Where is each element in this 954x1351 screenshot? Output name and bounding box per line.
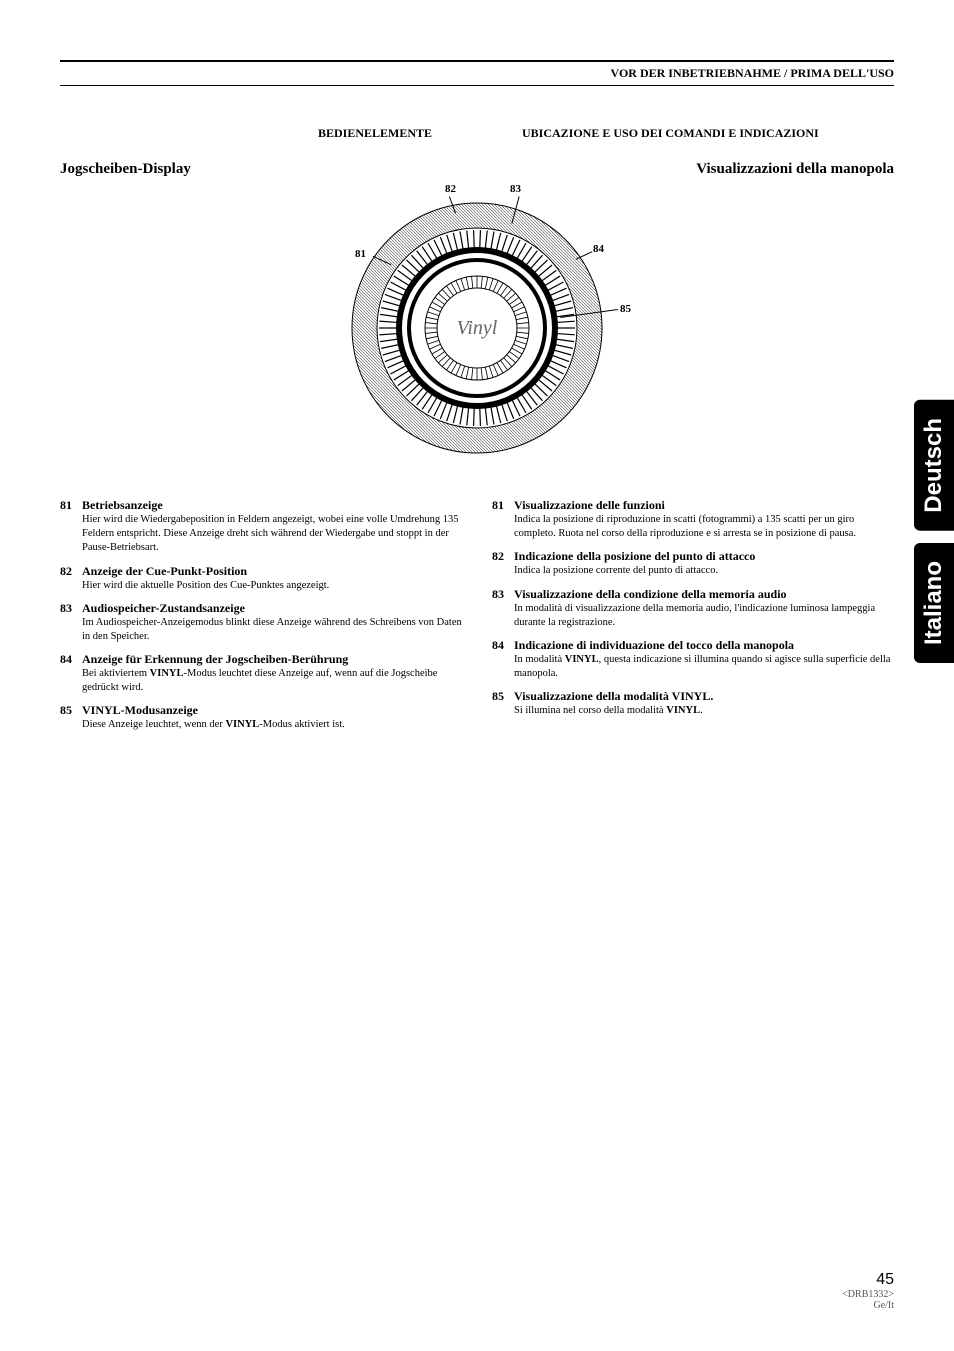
item-number: 84: [492, 638, 514, 653]
callout-85: 85: [620, 303, 631, 315]
item-title: Anzeige der Cue-Punkt-Position: [82, 564, 462, 579]
item-number: 82: [60, 564, 82, 579]
section-title-right: Visualizzazioni della manopola: [696, 161, 894, 178]
item-heading: 81Visualizzazione delle funzioni: [492, 498, 894, 513]
item-body: Im Audiospeicher-Anzeigemodus blinkt die…: [82, 616, 462, 644]
list-item: 83Visualizzazione della condizione della…: [492, 587, 894, 630]
callout-81: 81: [355, 248, 366, 260]
item-heading: 83Audiospeicher-Zustandsanzeige: [60, 601, 462, 616]
list-item: 81BetriebsanzeigeHier wird die Wiedergab…: [60, 498, 462, 556]
item-body: Hier wird die aktuelle Position des Cue-…: [82, 579, 462, 593]
item-heading: 85VINYL-Modusanzeige: [60, 703, 462, 718]
item-body: In modalità di visualizzazione della mem…: [514, 602, 894, 630]
item-title: Visualizzazione della modalità VINYL.: [514, 689, 894, 704]
item-title: Anzeige für Erkennung der Jogscheiben-Be…: [82, 652, 462, 667]
column-german: 81BetriebsanzeigeHier wird die Wiedergab…: [60, 498, 462, 741]
item-body: Bei aktiviertem VINYL-Modus leuchtet die…: [82, 667, 462, 695]
item-number: 82: [492, 549, 514, 564]
callout-82: 82: [445, 183, 456, 195]
list-item: 84Indicazione di individuazione del tocc…: [492, 638, 894, 681]
footer-code: <DRB1332>: [842, 1289, 894, 1300]
column-italian: 81Visualizzazione delle funzioniIndica l…: [492, 498, 894, 741]
item-heading: 82Indicazione della posizione del punto …: [492, 549, 894, 564]
footer-langs: Ge/It: [842, 1300, 894, 1311]
chapter-header-text: VOR DER INBETRIEBNAHME / PRIMA DELL'USO: [611, 66, 894, 80]
item-title: Indicazione della posizione del punto di…: [514, 549, 894, 564]
list-item: 83Audiospeicher-ZustandsanzeigeIm Audios…: [60, 601, 462, 644]
title-row: Jogscheiben-Display Visualizzazioni dell…: [60, 161, 894, 178]
subheader-left: BEDIENELEMENTE: [60, 126, 492, 141]
tab-italiano: Italiano: [914, 543, 954, 663]
item-number: 83: [492, 587, 514, 602]
page-number: 45: [842, 1271, 894, 1289]
item-title: Indicazione di individuazione del tocco …: [514, 638, 894, 653]
item-title: Audiospeicher-Zustandsanzeige: [82, 601, 462, 616]
item-body: Hier wird die Wiedergabeposition in Feld…: [82, 513, 462, 556]
item-body: Si illumina nel corso della modalità VIN…: [514, 704, 894, 718]
item-heading: 84Indicazione di individuazione del tocc…: [492, 638, 894, 653]
subheader-right: UBICAZIONE E USO DEI COMANDI E INDICAZIO…: [492, 126, 894, 141]
subheader-row: BEDIENELEMENTE UBICAZIONE E USO DEI COMA…: [60, 126, 894, 141]
item-number: 83: [60, 601, 82, 616]
list-item: 84Anzeige für Erkennung der Jogscheiben-…: [60, 652, 462, 695]
jog-dial-svg: Vinyl: [347, 198, 607, 458]
list-item: 81Visualizzazione delle funzioniIndica l…: [492, 498, 894, 541]
item-heading: 81Betriebsanzeige: [60, 498, 462, 513]
item-number: 81: [492, 498, 514, 513]
callout-83: 83: [510, 183, 521, 195]
list-item: 82Indicazione della posizione del punto …: [492, 549, 894, 578]
section-title-left: Jogscheiben-Display: [60, 161, 191, 178]
item-number: 84: [60, 652, 82, 667]
content-columns: 81BetriebsanzeigeHier wird die Wiedergab…: [60, 498, 894, 741]
item-number: 85: [60, 703, 82, 718]
callout-84: 84: [593, 243, 604, 255]
list-item: 85VINYL-ModusanzeigeDiese Anzeige leucht…: [60, 703, 462, 732]
item-body: Diese Anzeige leuchtet, wenn der VINYL-M…: [82, 718, 462, 732]
item-number: 85: [492, 689, 514, 704]
item-number: 81: [60, 498, 82, 513]
item-body: Indica la posizione corrente del punto d…: [514, 564, 894, 578]
item-heading: 83Visualizzazione della condizione della…: [492, 587, 894, 602]
vinyl-label: Vinyl: [457, 317, 498, 339]
item-body: In modalità VINYL, questa indicazione si…: [514, 653, 894, 681]
item-heading: 84Anzeige für Erkennung der Jogscheiben-…: [60, 652, 462, 667]
item-body: Indica la posizione di riproduzione in s…: [514, 513, 894, 541]
page-footer: 45 <DRB1332> Ge/It: [842, 1271, 894, 1311]
item-heading: 82Anzeige der Cue-Punkt-Position: [60, 564, 462, 579]
item-heading: 85Visualizzazione della modalità VINYL.: [492, 689, 894, 704]
item-title: Visualizzazione della condizione della m…: [514, 587, 894, 602]
list-item: 82Anzeige der Cue-Punkt-PositionHier wir…: [60, 564, 462, 593]
language-tabs: Deutsch Italiano: [914, 400, 954, 663]
item-title: VINYL-Modusanzeige: [82, 703, 462, 718]
chapter-header: VOR DER INBETRIEBNAHME / PRIMA DELL'USO: [60, 60, 894, 86]
list-item: 85Visualizzazione della modalità VINYL.S…: [492, 689, 894, 718]
tab-deutsch: Deutsch: [914, 400, 954, 531]
jog-dial-diagram: Vinyl 81 82 83 84 85: [60, 188, 894, 468]
item-title: Betriebsanzeige: [82, 498, 462, 513]
item-title: Visualizzazione delle funzioni: [514, 498, 894, 513]
